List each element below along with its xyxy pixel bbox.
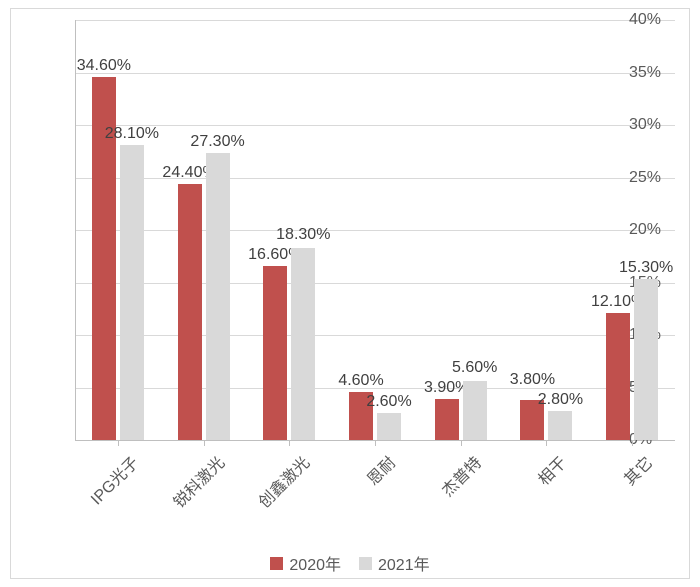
x-tick bbox=[461, 440, 462, 446]
y-axis-line bbox=[75, 20, 76, 440]
x-tick bbox=[204, 440, 205, 446]
y-tick-label: 20% bbox=[629, 221, 696, 239]
legend-swatch bbox=[359, 557, 372, 570]
gridline bbox=[75, 20, 675, 21]
bar-s1 bbox=[548, 411, 572, 440]
data-label: 4.60% bbox=[338, 372, 383, 390]
x-tick bbox=[289, 440, 290, 446]
y-tick-label: 25% bbox=[629, 169, 696, 187]
bar-s1 bbox=[463, 381, 487, 440]
bar-s1 bbox=[120, 145, 144, 440]
y-tick-label: 40% bbox=[629, 11, 696, 29]
y-tick-label: 30% bbox=[629, 116, 696, 134]
data-label: 34.60% bbox=[77, 57, 131, 75]
legend-swatch bbox=[270, 557, 283, 570]
x-tick bbox=[375, 440, 376, 446]
data-label: 2.60% bbox=[366, 393, 411, 411]
bar-s1 bbox=[291, 248, 315, 440]
legend-label: 2020年 bbox=[289, 551, 341, 575]
legend-item: 2021年 bbox=[359, 551, 430, 575]
gridline bbox=[75, 125, 675, 126]
x-tick bbox=[118, 440, 119, 446]
data-label: 2.80% bbox=[538, 391, 583, 409]
data-label: 3.80% bbox=[510, 371, 555, 389]
bar-s1 bbox=[634, 279, 658, 440]
x-tick bbox=[632, 440, 633, 446]
bar-s0 bbox=[263, 266, 287, 440]
gridline bbox=[75, 283, 675, 284]
legend-item: 2020年 bbox=[270, 551, 341, 575]
data-label: 5.60% bbox=[452, 359, 497, 377]
data-label: 28.10% bbox=[105, 125, 159, 143]
bar-s0 bbox=[178, 184, 202, 440]
gridline bbox=[75, 335, 675, 336]
bar-s1 bbox=[206, 153, 230, 440]
data-label: 27.30% bbox=[190, 133, 244, 151]
legend-label: 2021年 bbox=[378, 551, 430, 575]
gridline bbox=[75, 73, 675, 74]
y-tick-label: 35% bbox=[629, 64, 696, 82]
legend: 2020年 2021年 bbox=[0, 551, 700, 575]
x-tick bbox=[546, 440, 547, 446]
gridline bbox=[75, 230, 675, 231]
data-label: 18.30% bbox=[276, 226, 330, 244]
data-label: 15.30% bbox=[619, 259, 673, 277]
bar-s0 bbox=[435, 399, 459, 440]
bar-s0 bbox=[606, 313, 630, 440]
bar-s1 bbox=[377, 413, 401, 440]
